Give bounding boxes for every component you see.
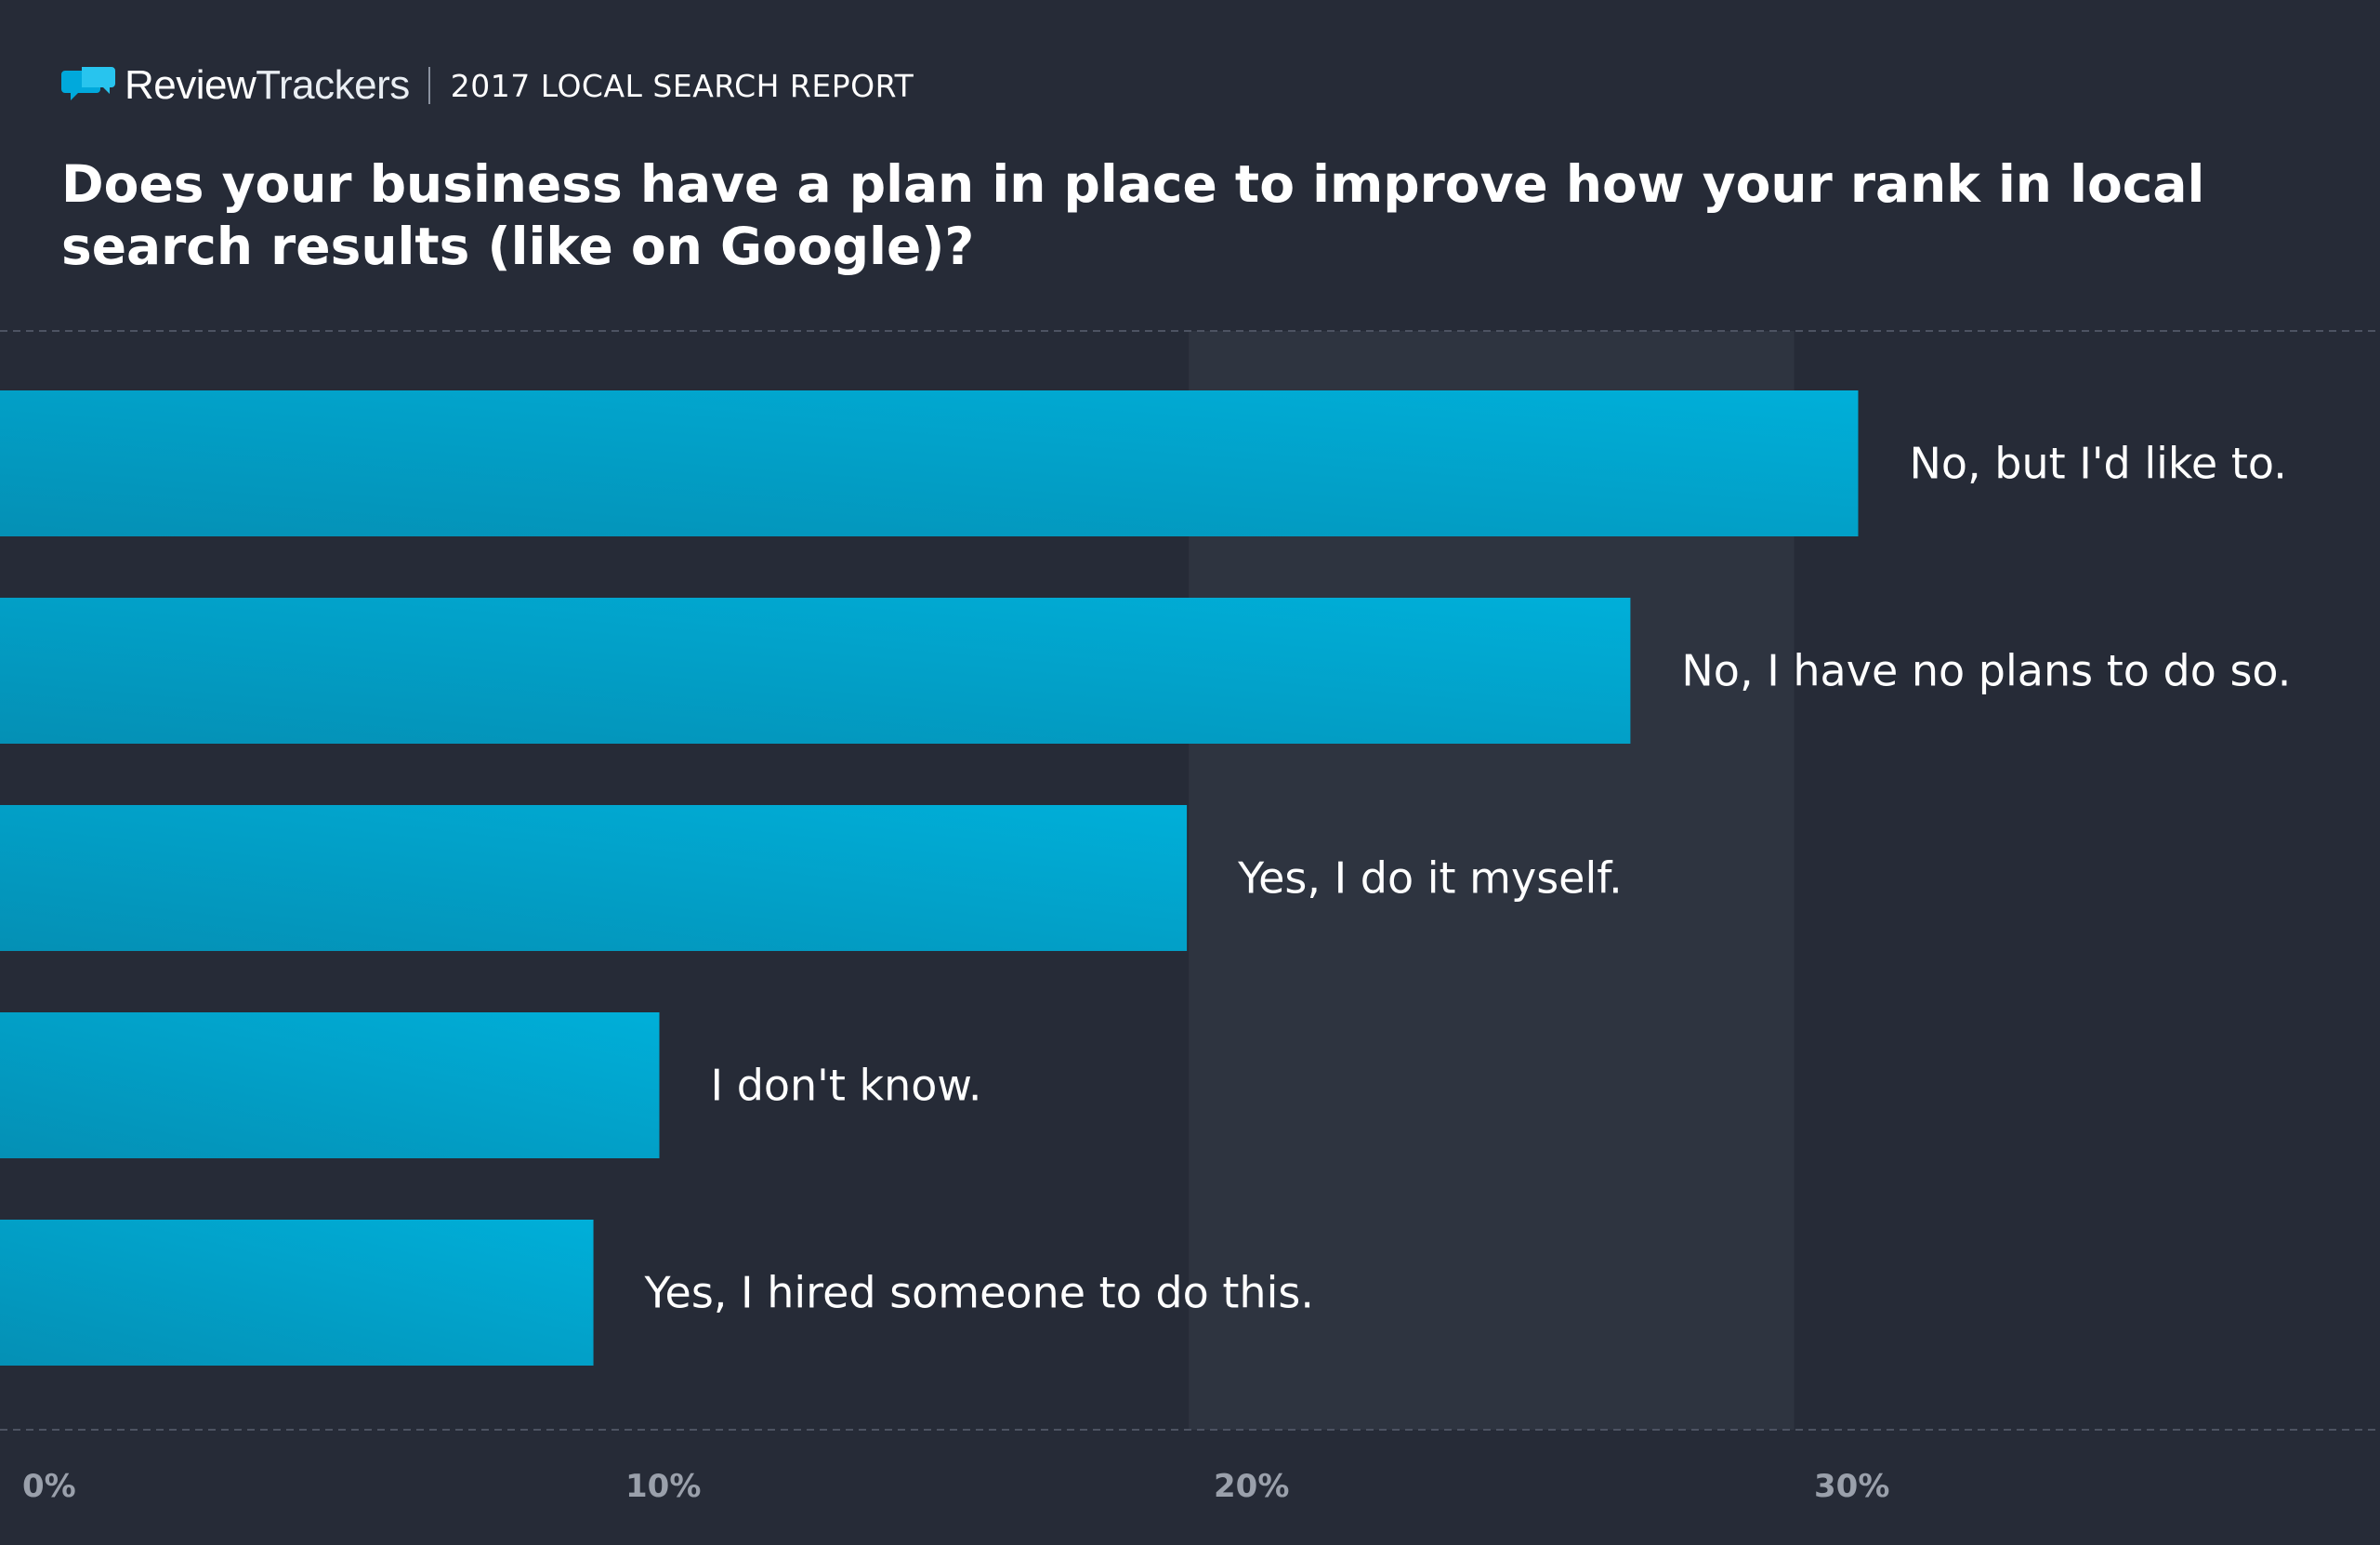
bar-label: No, I have no plans to do so. (1681, 646, 2291, 696)
x-tick-label: 10% (625, 1468, 701, 1505)
header-divider (427, 67, 430, 104)
bar-label: No, but I'd like to. (1910, 439, 2287, 489)
x-tick-label: 0% (22, 1468, 76, 1505)
chart-title: Does your business have a plan in place … (61, 154, 2205, 276)
bar (0, 1220, 594, 1366)
report-title: 2017 LOCAL SEARCH REPORT (450, 67, 914, 104)
bar (0, 1012, 660, 1158)
x-tick-label: 30% (1814, 1468, 1889, 1505)
bar-label: Yes, I hired someone to do this. (644, 1268, 1314, 1318)
brand-name: ReviewTrackers (125, 62, 410, 108)
bar (0, 390, 1859, 536)
bar-label: Yes, I do it myself. (1237, 853, 1623, 904)
report-header: ReviewTrackers 2017 LOCAL SEARCH REPORT (61, 58, 914, 113)
bar (0, 598, 1631, 744)
bar (0, 805, 1188, 951)
speech-bubbles-logo-icon (61, 67, 115, 100)
bar-label: I don't know. (711, 1061, 982, 1111)
x-tick-label: 20% (1214, 1468, 1289, 1505)
